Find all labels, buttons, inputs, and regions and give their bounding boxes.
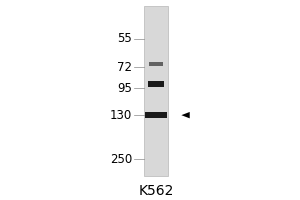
Bar bbox=[148, 81, 164, 87]
Text: 72: 72 bbox=[117, 61, 132, 74]
Text: 55: 55 bbox=[117, 32, 132, 45]
Text: 250: 250 bbox=[110, 153, 132, 166]
Bar bbox=[148, 62, 164, 66]
Bar bbox=[145, 112, 167, 118]
Polygon shape bbox=[182, 112, 190, 118]
Bar bbox=[144, 6, 168, 176]
Text: 95: 95 bbox=[117, 82, 132, 95]
Text: 130: 130 bbox=[110, 109, 132, 122]
Text: K562: K562 bbox=[138, 184, 174, 198]
